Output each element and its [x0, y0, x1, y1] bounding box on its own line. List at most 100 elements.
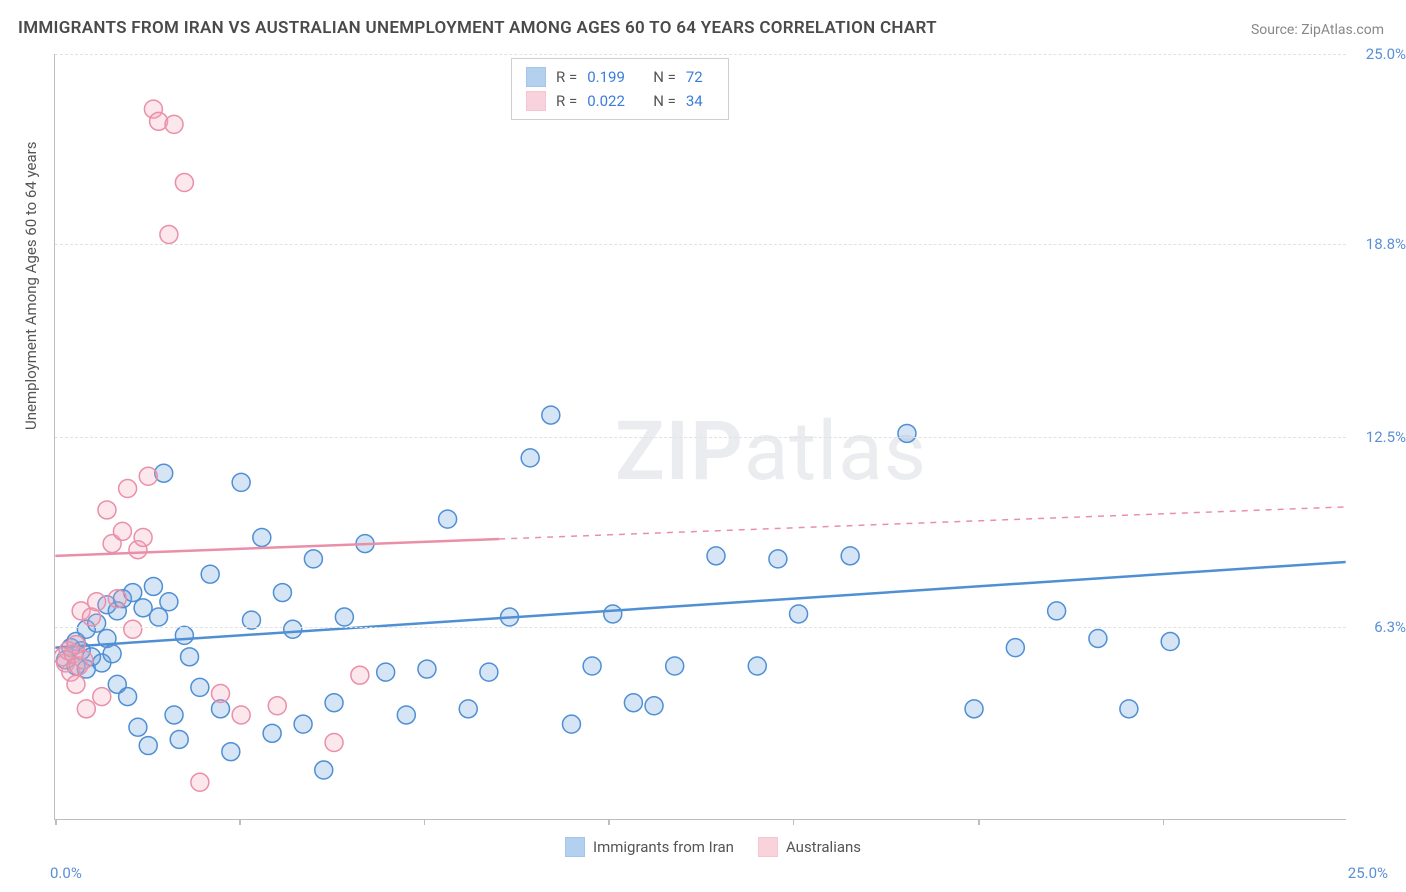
scatter-point-immigrants — [1048, 602, 1066, 620]
scatter-point-immigrants — [222, 743, 240, 761]
scatter-point-immigrants — [150, 608, 168, 626]
n-value: 34 — [686, 89, 714, 113]
x-tick-mark — [239, 819, 241, 825]
scatter-point-australians — [191, 773, 209, 791]
scatter-point-australians — [98, 501, 116, 519]
legend-series-item-immigrants: Immigrants from Iran — [565, 837, 734, 857]
scatter-point-immigrants — [397, 706, 415, 724]
scatter-point-australians — [232, 706, 250, 724]
legend-swatch-icon — [526, 91, 546, 111]
legend-series: Immigrants from IranAustralians — [565, 837, 861, 857]
legend-swatch-icon — [565, 837, 585, 857]
scatter-point-immigrants — [160, 593, 178, 611]
scatter-point-australians — [119, 480, 137, 498]
scatter-point-immigrants — [119, 688, 137, 706]
scatter-point-immigrants — [284, 620, 302, 638]
scatter-point-immigrants — [170, 730, 188, 748]
scatter-point-immigrants — [315, 761, 333, 779]
scatter-point-immigrants — [1161, 633, 1179, 651]
x-tick-mark — [608, 819, 610, 825]
gridline — [55, 627, 1346, 628]
trend-line-australians — [55, 539, 499, 556]
scatter-point-australians — [77, 700, 95, 718]
n-label: N = — [653, 65, 676, 89]
y-tick-label: 18.8% — [1351, 235, 1406, 253]
scatter-point-immigrants — [418, 660, 436, 678]
y-tick-label: 6.3% — [1351, 618, 1406, 636]
scatter-point-immigrants — [604, 605, 622, 623]
scatter-point-immigrants — [439, 510, 457, 528]
legend-swatch-icon — [758, 837, 778, 857]
trend-line-immigrants — [55, 562, 1345, 648]
scatter-point-immigrants — [645, 697, 663, 715]
n-value: 72 — [686, 65, 714, 89]
x-tick-mark — [1163, 819, 1165, 825]
scatter-point-immigrants — [377, 663, 395, 681]
plot-area: ZIPatlas R =0.199N =72R =0.022N =34 Immi… — [54, 54, 1346, 820]
scatter-point-immigrants — [1089, 629, 1107, 647]
chart-title: IMMIGRANTS FROM IRAN VS AUSTRALIAN UNEMP… — [18, 18, 937, 38]
scatter-point-australians — [108, 590, 126, 608]
scatter-point-immigrants — [1006, 639, 1024, 657]
scatter-point-immigrants — [769, 550, 787, 568]
scatter-point-immigrants — [459, 700, 477, 718]
scatter-point-immigrants — [1120, 700, 1138, 718]
r-label: R = — [556, 65, 577, 89]
scatter-point-immigrants — [562, 715, 580, 733]
scatter-point-immigrants — [304, 550, 322, 568]
legend-correlation-row-australians: R = 0.022 N = 34 — [526, 89, 714, 113]
scatter-point-immigrants — [175, 626, 193, 644]
x-tick-mark — [424, 819, 426, 825]
scatter-point-immigrants — [103, 645, 121, 663]
legend-swatch-icon — [526, 67, 546, 87]
scatter-point-immigrants — [165, 706, 183, 724]
legend-correlation: R = 0.199 N = 72 R = 0.022 N = 34 — [511, 58, 729, 120]
scatter-point-australians — [165, 115, 183, 133]
scatter-point-immigrants — [707, 547, 725, 565]
scatter-point-australians — [124, 620, 142, 638]
r-value: 0.022 — [587, 89, 635, 113]
scatter-point-australians — [212, 685, 230, 703]
scatter-point-immigrants — [841, 547, 859, 565]
scatter-point-immigrants — [748, 657, 766, 675]
scatter-point-immigrants — [263, 724, 281, 742]
scatter-point-immigrants — [273, 584, 291, 602]
scatter-point-australians — [134, 528, 152, 546]
scatter-point-immigrants — [129, 718, 147, 736]
scatter-point-australians — [175, 174, 193, 192]
scatter-point-immigrants — [201, 565, 219, 583]
scatter-point-australians — [93, 688, 111, 706]
scatter-point-australians — [67, 675, 85, 693]
gridline — [55, 437, 1346, 438]
n-label: N = — [653, 89, 676, 113]
scatter-point-australians — [351, 666, 369, 684]
scatter-point-australians — [88, 593, 106, 611]
scatter-point-immigrants — [666, 657, 684, 675]
y-axis-label: Unemployment Among Ages 60 to 64 years — [22, 142, 40, 430]
scatter-point-immigrants — [325, 694, 343, 712]
r-value: 0.199 — [587, 65, 635, 89]
scatter-point-australians — [325, 734, 343, 752]
source-label: Source: ZipAtlas.com — [1251, 22, 1384, 38]
scatter-point-immigrants — [232, 473, 250, 491]
scatter-point-immigrants — [965, 700, 983, 718]
x-tick-mark — [793, 819, 795, 825]
scatter-point-immigrants — [790, 605, 808, 623]
scatter-point-immigrants — [542, 406, 560, 424]
trend-line-dashed-australians — [499, 507, 1345, 539]
scatter-point-immigrants — [480, 663, 498, 681]
scatter-point-immigrants — [335, 608, 353, 626]
gridline — [55, 54, 1346, 55]
scatter-point-immigrants — [191, 678, 209, 696]
x-tick-max: 25.0% — [1348, 864, 1388, 882]
r-label: R = — [556, 89, 577, 113]
scatter-point-immigrants — [253, 528, 271, 546]
scatter-point-australians — [268, 697, 286, 715]
scatter-point-immigrants — [294, 715, 312, 733]
legend-series-label: Immigrants from Iran — [593, 838, 734, 856]
scatter-point-immigrants — [144, 577, 162, 595]
scatter-point-immigrants — [624, 694, 642, 712]
scatter-point-immigrants — [583, 657, 601, 675]
scatter-point-immigrants — [521, 449, 539, 467]
scatter-point-immigrants — [139, 737, 157, 755]
